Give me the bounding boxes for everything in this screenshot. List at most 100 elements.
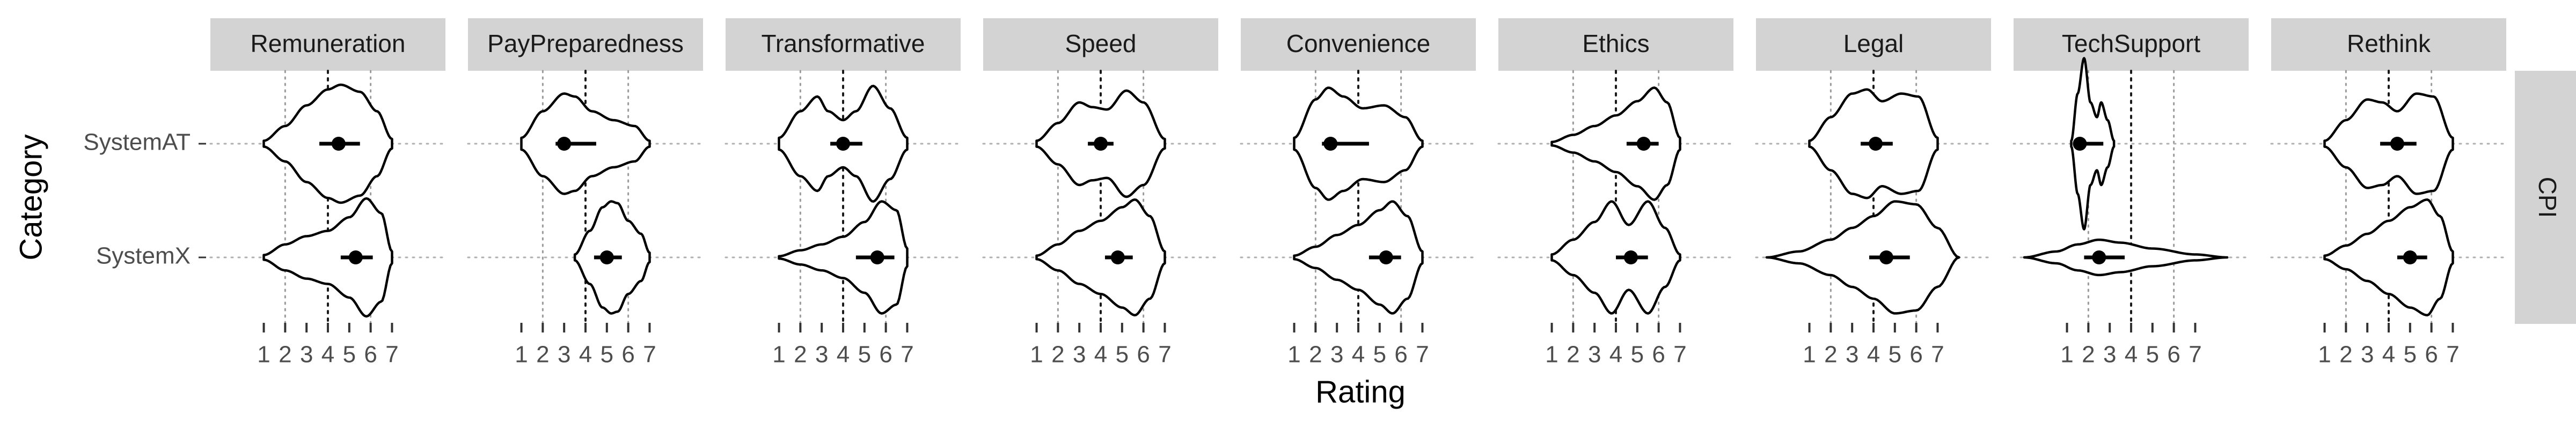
x-tick-label-3-paypreparedness: 3 bbox=[558, 342, 570, 368]
violin-systemx-rethink bbox=[2323, 198, 2454, 317]
panel-legal: Legal 1 2 3 4 5 6 7 bbox=[1755, 18, 1992, 368]
mean-point-systemat-transformative bbox=[836, 137, 850, 151]
mean-point-systemx-speed bbox=[1110, 250, 1125, 264]
x-tick-label-3-rethink: 3 bbox=[2361, 342, 2374, 368]
x-tick-label-1-speed: 1 bbox=[1030, 342, 1043, 368]
row-strip: CPI bbox=[2515, 71, 2576, 324]
mean-point-systemx-ethics bbox=[1623, 250, 1638, 264]
x-tick-label-2-remuneration: 2 bbox=[279, 342, 291, 368]
x-tick-label-2-techsupport: 2 bbox=[2082, 342, 2095, 368]
y-tick-label-systemat: SystemAT bbox=[83, 129, 191, 156]
strip-background-rethink bbox=[2271, 18, 2506, 71]
x-tick-label-4-paypreparedness: 4 bbox=[579, 342, 592, 368]
panel-convenience: Convenience 1 2 3 4 5 6 7 bbox=[1240, 18, 1477, 368]
strip-background-legal bbox=[1756, 18, 1991, 71]
violin-systemx-transformative bbox=[778, 200, 909, 315]
x-tick-label-1-convenience: 1 bbox=[1287, 342, 1300, 368]
mean-point-systemat-paypreparedness bbox=[557, 137, 572, 151]
strip-background-techsupport bbox=[2014, 18, 2249, 71]
x-tick-label-6-speed: 6 bbox=[1137, 342, 1150, 368]
strip-background-speed bbox=[983, 18, 1218, 71]
strip-label-techsupport: TechSupport bbox=[2062, 29, 2200, 57]
x-tick-label-2-legal: 2 bbox=[1824, 342, 1837, 368]
x-tick-label-7-transformative: 7 bbox=[901, 342, 913, 368]
violin-systemat-ethics bbox=[1550, 86, 1681, 201]
mean-point-systemx-paypreparedness bbox=[599, 250, 614, 264]
x-tick-label-1-remuneration: 1 bbox=[257, 342, 270, 368]
violin-systemx-techsupport bbox=[2023, 238, 2229, 277]
x-tick-label-7-remuneration: 7 bbox=[385, 342, 398, 368]
strip-background-paypreparedness bbox=[468, 18, 703, 71]
x-tick-label-3-techsupport: 3 bbox=[2103, 342, 2116, 368]
x-tick-label-5-rethink: 5 bbox=[2404, 342, 2417, 368]
x-tick-label-6-paypreparedness: 6 bbox=[621, 342, 634, 368]
mean-point-systemx-remuneration bbox=[348, 250, 363, 264]
mean-point-systemx-rethink bbox=[2403, 250, 2417, 264]
x-tick-label-2-rethink: 2 bbox=[2339, 342, 2352, 368]
strip-background-transformative bbox=[726, 18, 961, 71]
x-tick-label-6-convenience: 6 bbox=[1394, 342, 1407, 368]
x-tick-label-4-convenience: 4 bbox=[1352, 342, 1365, 368]
x-tick-label-2-transformative: 2 bbox=[794, 342, 807, 368]
strip-background-remuneration bbox=[210, 18, 445, 71]
panel-rethink: Rethink 1 2 3 4 5 6 7 bbox=[2270, 18, 2507, 368]
strip-background-convenience bbox=[1241, 18, 1476, 71]
strip-label-speed: Speed bbox=[1065, 29, 1136, 57]
panel-ethics: Ethics 1 2 3 4 5 6 7 bbox=[1497, 18, 1735, 368]
x-axis-title: Rating bbox=[1315, 374, 1406, 409]
x-tick-label-5-legal: 5 bbox=[1889, 342, 1901, 368]
x-tick-label-4-ethics: 4 bbox=[1609, 342, 1622, 368]
x-tick-label-5-ethics: 5 bbox=[1631, 342, 1644, 368]
x-tick-label-5-transformative: 5 bbox=[858, 342, 871, 368]
row-strip-label: CPI bbox=[2534, 177, 2562, 218]
x-tick-label-3-transformative: 3 bbox=[815, 342, 828, 368]
x-tick-label-4-techsupport: 4 bbox=[2125, 342, 2138, 368]
mean-point-systemx-techsupport bbox=[2092, 250, 2106, 264]
mean-point-systemat-rethink bbox=[2390, 137, 2404, 151]
x-tick-label-1-paypreparedness: 1 bbox=[515, 342, 528, 368]
y-tick-label-systemx: SystemX bbox=[96, 243, 191, 269]
panel-techsupport: TechSupport 1 2 3 4 5 6 7 bbox=[2012, 18, 2250, 368]
mean-point-systemat-ethics bbox=[1636, 137, 1651, 151]
x-tick-label-4-transformative: 4 bbox=[837, 342, 850, 368]
x-tick-label-1-rethink: 1 bbox=[2318, 342, 2331, 368]
y-axis: SystemAT SystemX Category bbox=[13, 129, 206, 269]
strip-label-convenience: Convenience bbox=[1286, 29, 1431, 57]
x-tick-label-1-techsupport: 1 bbox=[2060, 342, 2073, 368]
x-tick-label-1-transformative: 1 bbox=[772, 342, 785, 368]
violin-systemx-legal bbox=[1765, 200, 1960, 315]
x-tick-label-3-speed: 3 bbox=[1073, 342, 1086, 368]
x-tick-label-5-speed: 5 bbox=[1116, 342, 1129, 368]
x-tick-label-6-rethink: 6 bbox=[2425, 342, 2438, 368]
x-tick-label-7-legal: 7 bbox=[1931, 342, 1944, 368]
x-tick-label-5-techsupport: 5 bbox=[2146, 342, 2159, 368]
mean-point-systemx-convenience bbox=[1379, 250, 1393, 264]
x-tick-label-1-ethics: 1 bbox=[1545, 342, 1558, 368]
x-tick-label-6-remuneration: 6 bbox=[364, 342, 377, 368]
x-tick-label-3-convenience: 3 bbox=[1330, 342, 1343, 368]
x-tick-label-7-paypreparedness: 7 bbox=[643, 342, 656, 368]
x-tick-label-7-convenience: 7 bbox=[1416, 342, 1429, 368]
x-tick-label-5-paypreparedness: 5 bbox=[601, 342, 613, 368]
violin-systemx-speed bbox=[1035, 198, 1166, 316]
strip-label-legal: Legal bbox=[1843, 29, 1904, 57]
x-tick-label-3-legal: 3 bbox=[1846, 342, 1858, 368]
x-tick-label-2-convenience: 2 bbox=[1309, 342, 1322, 368]
x-tick-label-7-rethink: 7 bbox=[2446, 342, 2459, 368]
mean-point-systemat-convenience bbox=[1323, 137, 1338, 151]
x-tick-label-3-ethics: 3 bbox=[1588, 342, 1601, 368]
panel-speed: Speed 1 2 3 4 5 6 7 bbox=[982, 18, 1219, 368]
mean-point-systemat-speed bbox=[1094, 137, 1108, 151]
mean-point-systemx-transformative bbox=[870, 250, 884, 264]
panel-transformative: Transformative 1 2 3 4 5 6 7 bbox=[724, 18, 962, 368]
x-tick-label-2-paypreparedness: 2 bbox=[536, 342, 549, 368]
x-tick-label-3-remuneration: 3 bbox=[300, 342, 313, 368]
x-tick-label-4-remuneration: 4 bbox=[321, 342, 334, 368]
strip-label-transformative: Transformative bbox=[761, 29, 925, 57]
violin-systemx-remuneration bbox=[262, 197, 393, 318]
x-tick-label-5-remuneration: 5 bbox=[343, 342, 356, 368]
x-tick-label-6-ethics: 6 bbox=[1652, 342, 1665, 368]
x-tick-label-4-legal: 4 bbox=[1867, 342, 1880, 368]
